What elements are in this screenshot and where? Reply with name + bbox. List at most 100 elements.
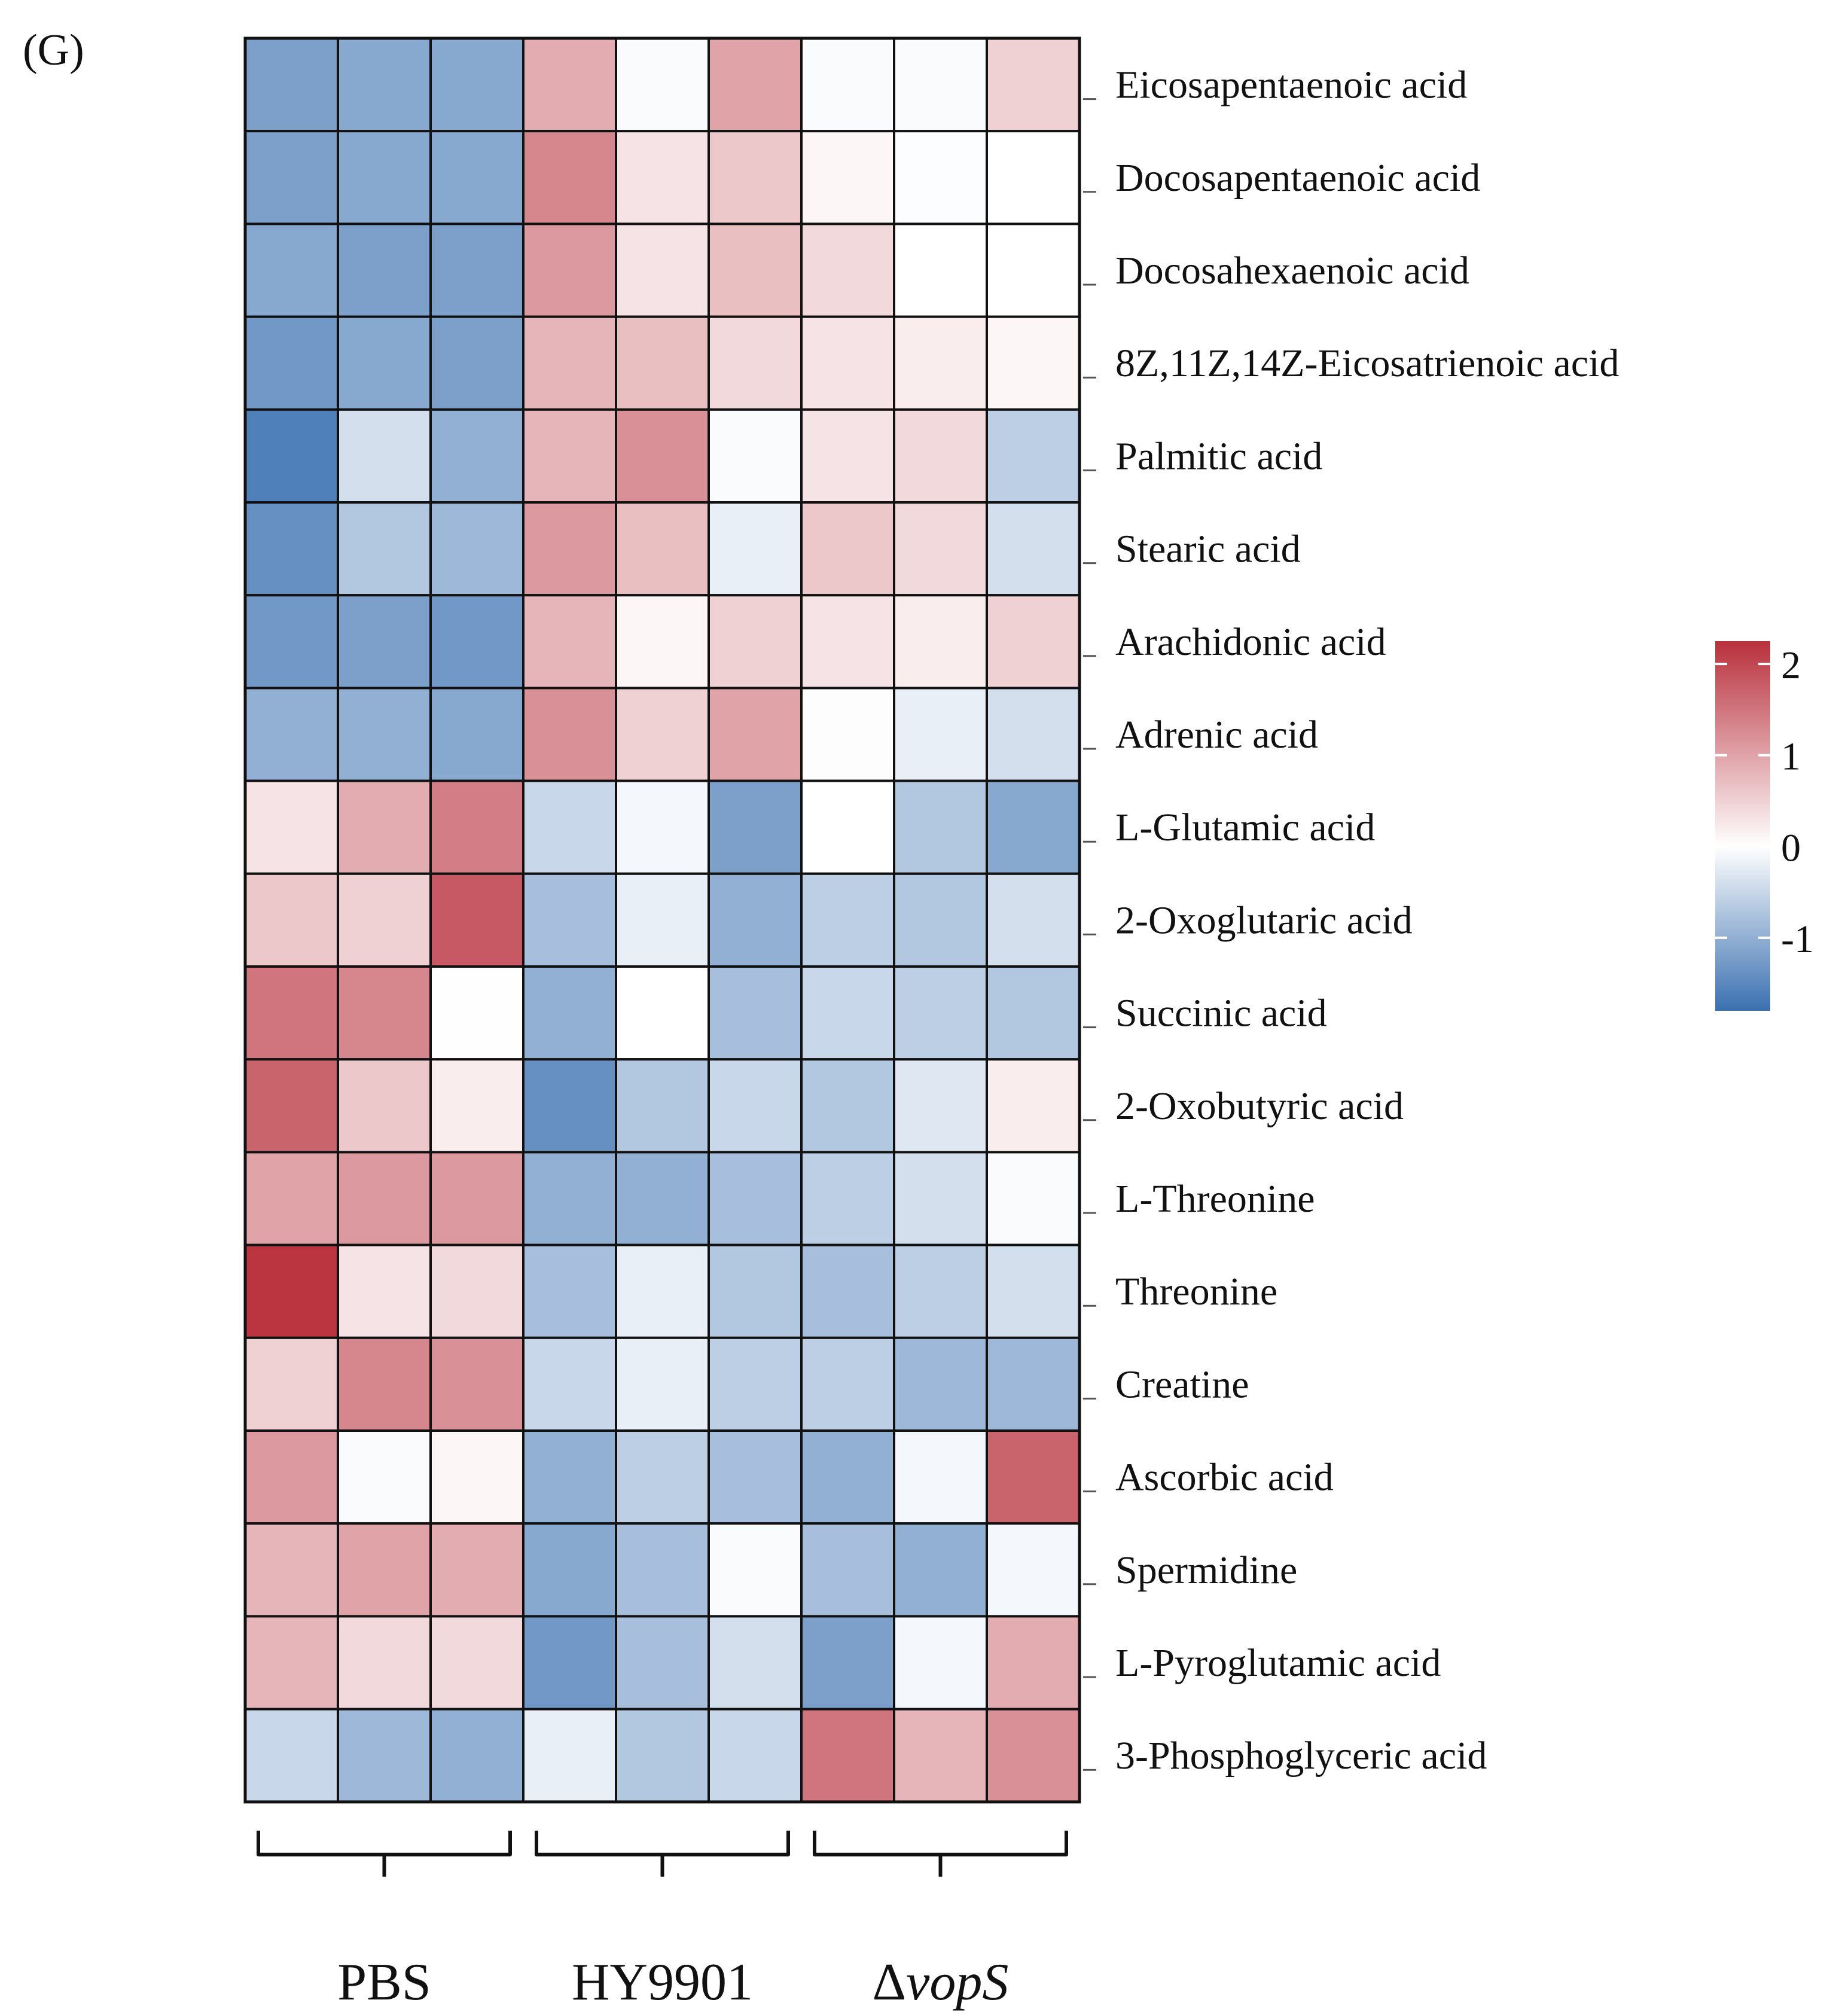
heatmap-cell [337,315,432,411]
row-label: Palmitic acid [1115,434,1322,478]
heatmap-cell [615,37,710,133]
colorbar-tick-label: 0 [1781,826,1801,870]
heatmap-cell [893,687,988,782]
heatmap-cell [429,222,524,318]
heatmap-cell [337,1243,432,1339]
heatmap-cell [429,1429,524,1525]
heatmap-cell [522,130,617,225]
heatmap-cell [708,779,803,875]
heatmap-cell [986,779,1081,875]
heatmap-cell [337,130,432,225]
heatmap-cell [615,130,710,225]
heatmap-cell [615,594,710,690]
heatmap-cell [893,1151,988,1246]
heatmap-cell [800,1615,895,1711]
heatmap-cell [708,1429,803,1525]
heatmap-cell [615,779,710,875]
row-label: Arachidonic acid [1115,620,1386,664]
heatmap-cell [429,1522,524,1618]
heatmap-cell [337,1336,432,1432]
group-bracket [257,1830,512,1877]
heatmap-cell [800,1058,895,1154]
heatmap-cell [522,1522,617,1618]
heatmap-cell [986,37,1081,133]
heatmap-cell [244,1336,339,1432]
heatmap-cell [986,222,1081,318]
heatmap-cell [893,1615,988,1711]
heatmap-cell [893,779,988,875]
heatmap-cells [243,36,1081,1804]
row-label: Creatine [1115,1362,1249,1406]
heatmap-cell [615,222,710,318]
heatmap-cell [800,687,895,782]
heatmap-cell [244,1058,339,1154]
heatmap-cell [337,501,432,597]
heatmap-cell [615,1151,710,1246]
heatmap-cell [986,1243,1081,1339]
row-labels: Eicosapentaenoic acid Docosapentaenoic ac… [1083,63,1619,1778]
heatmap-cell [429,1615,524,1711]
heatmap-cell [244,965,339,1061]
row-label: 3-Phosphoglyceric acid [1115,1734,1487,1778]
heatmap-cell [337,1151,432,1246]
heatmap-cell [986,315,1081,411]
heatmap-cell [800,1336,895,1432]
heatmap-cell [893,222,988,318]
row-label: Threonine [1115,1270,1277,1313]
heatmap-cell [522,1615,617,1711]
heatmap-cell [893,408,988,504]
heatmap-cell [337,687,432,782]
heatmap-cell [522,1243,617,1339]
group-bracket [535,1830,790,1877]
heatmap-cell [337,594,432,690]
heatmap-cell [244,1243,339,1339]
heatmap-cell [244,1615,339,1711]
heatmap-cell [337,872,432,968]
row-label: Ascorbic acid [1115,1456,1334,1499]
heatmap-cell [244,1708,339,1803]
heatmap-border [243,36,1081,1804]
heatmap-cell [893,1243,988,1339]
heatmap-cell [522,37,617,133]
heatmap-cell [893,37,988,133]
heatmap-cell [800,1429,895,1525]
heatmap-cell [800,1151,895,1246]
colorbar-tick-label: 1 [1781,735,1801,779]
heatmap-cell [615,1243,710,1339]
heatmap-cell [615,1429,710,1525]
heatmap-cell [522,872,617,968]
heatmap-cell [708,965,803,1061]
heatmap-cell [893,1708,988,1803]
heatmap-cell [429,1336,524,1432]
heatmap-cell [708,1243,803,1339]
heatmap-cell [893,594,988,690]
heatmap-cell [893,1522,988,1618]
heatmap-cell [244,501,339,597]
heatmap-cell [800,1708,895,1803]
heatmap-cell [615,315,710,411]
heatmap-cell [337,779,432,875]
heatmap-cell [615,1708,710,1803]
heatmap-cell [800,1522,895,1618]
heatmap-cell [708,1615,803,1711]
colorbar-gradient [1715,641,1770,1011]
heatmap-cell [986,1708,1081,1803]
heatmap-cell [244,222,339,318]
heatmap-cell [893,1058,988,1154]
heatmap-cell [522,965,617,1061]
heatmap-cell [522,1429,617,1525]
heatmap-cell [615,687,710,782]
group-label: PBS [337,1953,431,2011]
heatmap-cell [800,222,895,318]
heatmap-cell [429,872,524,968]
heatmap-cell [615,1336,710,1432]
heatmap-cell [522,1336,617,1432]
heatmap-cell [708,1151,803,1246]
heatmap-cell [337,1522,432,1618]
heatmap-cell [800,501,895,597]
heatmap-cell [986,1336,1081,1432]
heatmap-cell [244,687,339,782]
heatmap-cell [244,315,339,411]
heatmap-cell [429,779,524,875]
heatmap-cell [800,965,895,1061]
